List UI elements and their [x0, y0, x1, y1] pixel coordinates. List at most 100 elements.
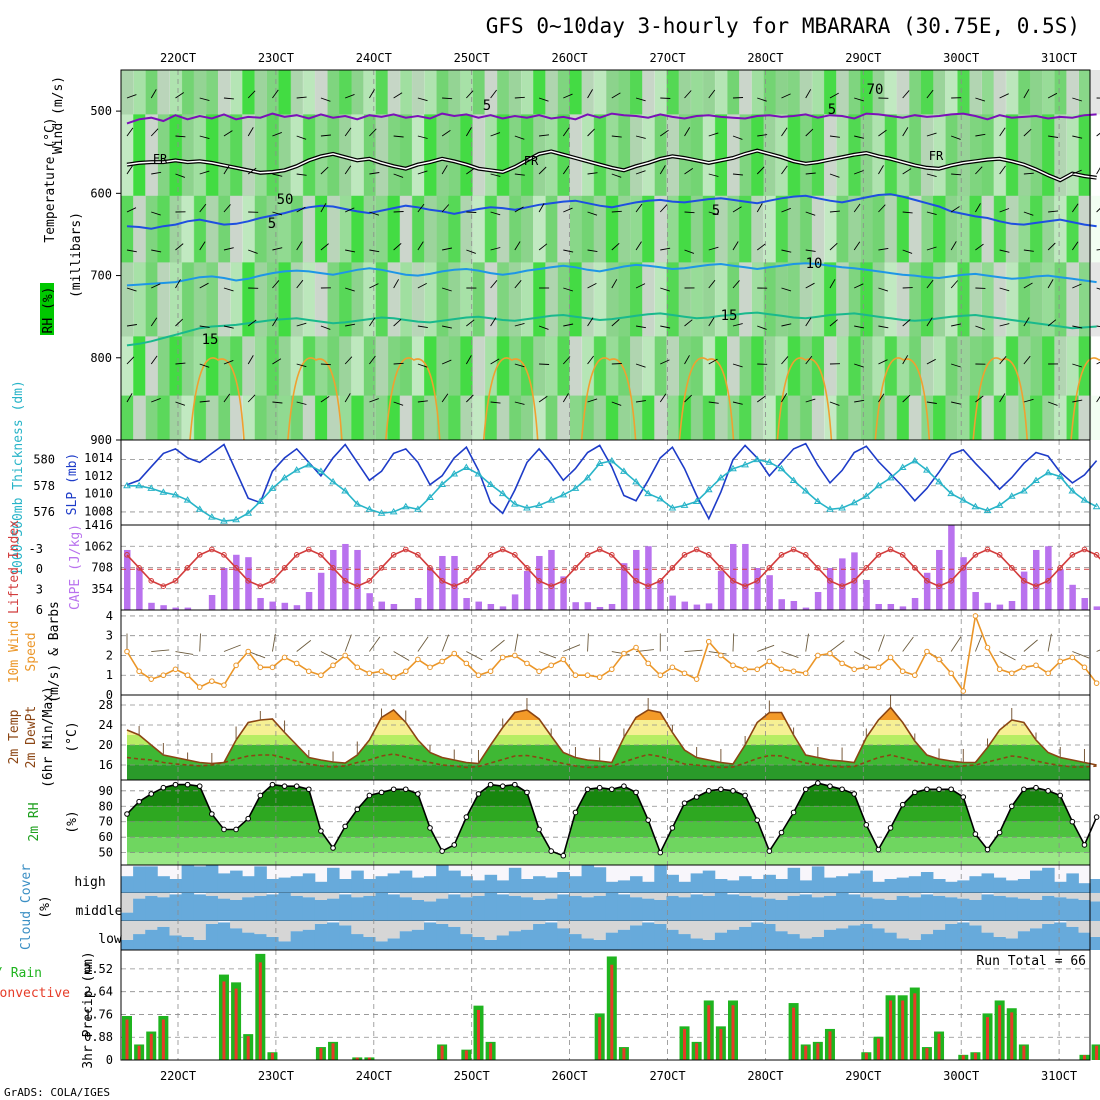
wind-barb	[296, 241, 303, 251]
rh-cell	[1066, 114, 1079, 196]
cloud-cell	[1090, 936, 1100, 950]
wind-barb	[805, 128, 814, 137]
surface-wind-barb	[514, 633, 519, 652]
rh-cell	[327, 262, 340, 337]
surface-wind-barb	[466, 651, 483, 661]
cloud-gap	[411, 921, 425, 930]
cloud-gap	[678, 893, 692, 898]
rh-cell	[727, 262, 740, 337]
thickness-line-marker	[620, 467, 628, 474]
cloud-cell	[339, 925, 352, 950]
rh-cell	[920, 195, 934, 263]
cloud-cell	[933, 879, 946, 893]
thickness-line-marker	[135, 481, 144, 489]
li-ylabel: Lifted Index	[7, 520, 22, 614]
wind-barb	[393, 318, 402, 327]
top-date-label: 31OCT	[1041, 51, 1077, 65]
lifted-index-line-marker	[669, 565, 676, 571]
cloud-cell	[872, 881, 885, 893]
cloud-cell	[823, 877, 837, 893]
cape-bar	[584, 602, 592, 610]
rh-line-marker	[306, 786, 312, 793]
thickness-line-marker	[910, 456, 919, 464]
rh-cell	[387, 70, 401, 115]
cloud-cell	[581, 865, 595, 893]
rh-cell	[666, 262, 680, 337]
cloud-gap	[411, 893, 425, 900]
rh-cell	[763, 262, 776, 337]
wind-barb	[150, 128, 159, 137]
rh-cell	[714, 262, 728, 337]
cloud-cell	[569, 934, 582, 950]
cape-bar	[960, 557, 967, 610]
lifted-index-line-marker	[839, 583, 845, 590]
wind-barb	[514, 96, 525, 99]
cloud-cell	[933, 929, 946, 950]
rh-cell	[860, 336, 873, 396]
cape-contour	[189, 357, 245, 441]
wind-barb	[635, 283, 646, 289]
thickness-tick-label: 580	[33, 453, 55, 467]
surface-wind-barb	[393, 651, 410, 661]
rh-cell	[872, 70, 886, 115]
wind-tick-label: 4	[106, 609, 113, 623]
meteogram-panels: 5FR FR FR5551015155070500600700800900(mill…	[0, 69, 1100, 1069]
rh-line-marker	[705, 788, 712, 794]
rh-line-marker	[172, 781, 179, 788]
wind-barb	[175, 401, 186, 406]
cape-bar	[342, 543, 349, 610]
thickness-line-marker	[801, 487, 810, 494]
rh-cell	[957, 395, 970, 440]
bottom-date-label: 25OCT	[454, 1069, 490, 1083]
cape-bar	[911, 597, 919, 610]
cloud-cell	[424, 876, 437, 893]
rh-cell	[1017, 70, 1031, 115]
cloud-gap	[533, 893, 546, 900]
wind-speed-line-marker	[257, 664, 264, 671]
wind-barb	[490, 401, 501, 404]
thickness-line-marker	[716, 473, 725, 481]
cloud-cell	[617, 880, 631, 893]
cape-bar	[257, 597, 264, 610]
wind-barb	[151, 211, 161, 216]
rh-cell	[799, 195, 813, 263]
wind-barb	[538, 325, 549, 330]
rh-cell	[848, 195, 861, 263]
rh-cell	[290, 395, 304, 440]
thickness-line-marker	[486, 480, 495, 487]
cloud-cell	[363, 895, 376, 921]
cloud-cell	[205, 865, 219, 893]
rh-cell	[920, 336, 934, 396]
rh-cell	[411, 395, 425, 440]
rh-cell	[666, 395, 680, 440]
wind-speed-line-marker	[560, 656, 567, 663]
rh-cell	[593, 70, 607, 115]
wind-barb	[902, 90, 910, 99]
rh-cell	[230, 70, 243, 115]
wind-speed-line-marker	[705, 638, 712, 645]
wind-barb	[563, 207, 573, 213]
wind-barb	[732, 241, 739, 251]
cloud-cell	[230, 928, 243, 950]
thickness-line-marker	[123, 481, 131, 489]
cape-contour	[580, 357, 637, 441]
cloud-gap	[557, 921, 570, 929]
wind-speed-line-marker	[512, 652, 518, 659]
rh-cell	[872, 395, 886, 440]
cloud-cell	[254, 895, 267, 921]
rh-cell	[399, 195, 413, 263]
thickness-line-marker	[680, 501, 689, 508]
rh-cell	[145, 114, 158, 196]
rh-cell	[811, 395, 825, 440]
cloud-gap	[569, 893, 582, 896]
lifted-index-line-marker	[499, 546, 506, 553]
precip-convective-bar	[161, 1019, 165, 1060]
cloud-cell	[787, 934, 801, 950]
rh-cell	[557, 395, 570, 440]
rh-tick-label: 90	[99, 784, 113, 798]
temp-line	[126, 706, 1097, 766]
cloud-cell	[993, 895, 1007, 921]
rh-cell	[945, 195, 958, 263]
lifted-index-line-marker	[245, 578, 251, 584]
cloud-cell	[642, 898, 655, 921]
